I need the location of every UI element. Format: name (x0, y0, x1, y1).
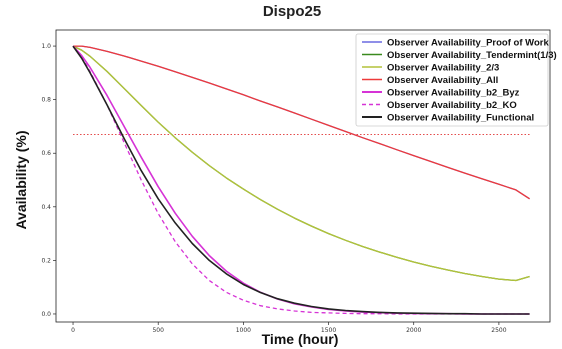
y-axis-label: Availability (%) (13, 130, 29, 229)
y-tick-label: 0.6 (41, 150, 51, 157)
chart-title: Dispo25 (263, 3, 321, 20)
x-axis-label: Time (hour) (262, 331, 339, 347)
legend-label-6: Observer Availability_Functional (387, 112, 534, 123)
x-tick-label: 2000 (406, 327, 421, 334)
y-tick-label: 0.4 (41, 204, 51, 211)
legend-label-3: Observer Availability_All (387, 75, 498, 86)
series-line-5 (72, 45, 530, 315)
x-tick-label: 500 (152, 327, 164, 334)
legend-label-1: Observer Availability_Tendermint(1/3) (387, 50, 557, 61)
y-tick-label: 1.0 (41, 43, 51, 50)
x-tick-label: 1000 (236, 327, 251, 334)
plot-area: 0 500 1000 1500 2000 2500 0.0 0.2 0.4 0.6 0.8 1.0 (41, 29, 551, 334)
plot-frame (55, 29, 551, 323)
series-line-2 (72, 45, 530, 282)
legend: Observer Availability_Proof of Work Obser… (355, 33, 557, 127)
legend-box (355, 33, 549, 127)
x-tick-label: 0 (71, 327, 75, 334)
legend-label-0: Observer Availability_Proof of Work (387, 37, 549, 48)
legend-label-2: Observer Availability_2/3 (387, 62, 499, 73)
y-tick-label: 0.2 (41, 257, 51, 264)
x-tick-label: 1500 (321, 327, 336, 334)
y-tick-label: 0.8 (41, 97, 51, 104)
legend-label-5: Observer Availability_b2_KO (387, 100, 517, 111)
legend-label-4: Observer Availability_b2_Byz (387, 87, 520, 98)
x-tick-label: 2500 (491, 327, 506, 334)
series-line-6 (72, 45, 530, 315)
series-line-3 (73, 45, 530, 200)
y-tick-label: 0.0 (41, 311, 51, 318)
